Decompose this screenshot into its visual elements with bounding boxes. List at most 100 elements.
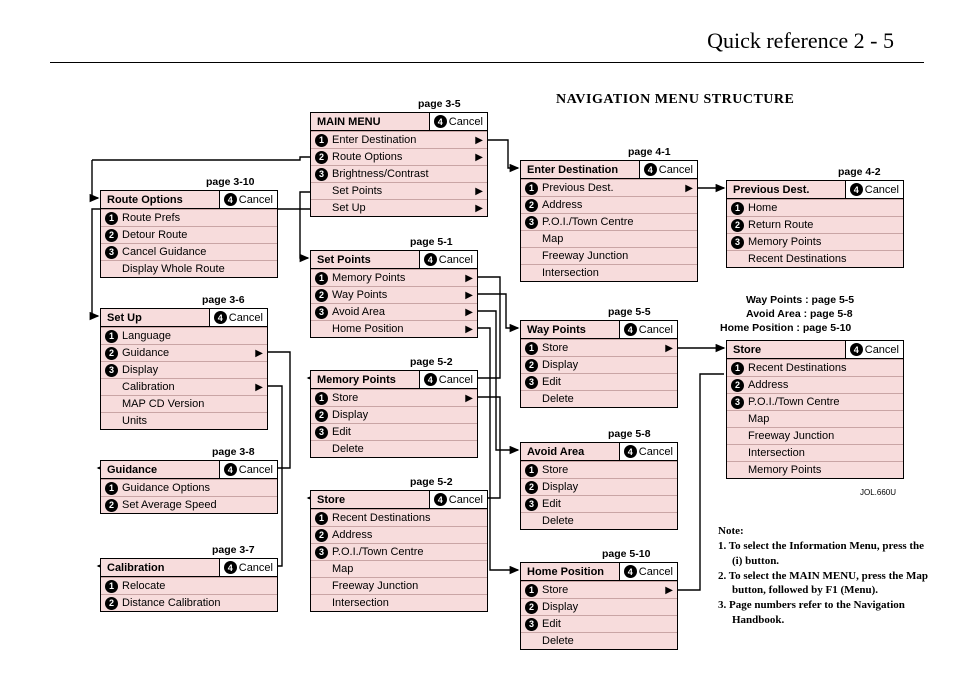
cancel-label: Cancel — [639, 446, 673, 458]
cancel-button[interactable]: 4Cancel — [429, 491, 487, 508]
menu-item[interactable]: Home Position▶ — [311, 320, 477, 337]
menu-item[interactable]: Units — [101, 412, 267, 429]
item-num-icon: 1 — [315, 272, 328, 285]
menu-item[interactable]: 1Store▶ — [521, 581, 677, 598]
item-label: P.O.I./Town Centre — [542, 216, 693, 228]
menu-item[interactable]: Display Whole Route — [101, 260, 277, 277]
menu-item[interactable]: Delete — [521, 390, 677, 407]
menu-item[interactable]: 3P.O.I./Town Centre — [521, 213, 697, 230]
menu-item[interactable]: 1Memory Points▶ — [311, 269, 477, 286]
cancel-button[interactable]: 4Cancel — [619, 563, 677, 580]
menu-item[interactable]: 3Display — [101, 361, 267, 378]
item-label: Intersection — [332, 597, 483, 609]
menu-item[interactable]: Calibration▶ — [101, 378, 267, 395]
page-ref-label: page 5-2 — [410, 356, 453, 368]
menu-item[interactable]: 3Edit — [311, 423, 477, 440]
cancel-label: Cancel — [639, 324, 673, 336]
menu-item[interactable]: 2Way Points▶ — [311, 286, 477, 303]
menu-item[interactable]: 1Store▶ — [521, 339, 677, 356]
menu-item[interactable]: Map — [311, 560, 487, 577]
menu-item[interactable]: 1Language — [101, 327, 267, 344]
menu-item[interactable]: 1Home — [727, 199, 903, 216]
menu-item[interactable]: 2Distance Calibration — [101, 594, 277, 611]
menu-item[interactable]: Delete — [521, 632, 677, 649]
item-num-icon — [315, 563, 328, 576]
menu-item[interactable]: 2Address — [311, 526, 487, 543]
item-num-icon: 1 — [315, 392, 328, 405]
menu-item[interactable]: 2Display — [521, 478, 677, 495]
menu-item[interactable]: 1Enter Destination▶ — [311, 131, 487, 148]
menu-item[interactable]: 2Guidance▶ — [101, 344, 267, 361]
menu-item[interactable]: Freeway Junction — [311, 577, 487, 594]
cancel-button[interactable]: 4Cancel — [845, 341, 903, 358]
cancel-button[interactable]: 4Cancel — [639, 161, 697, 178]
cancel-button[interactable]: 4Cancel — [219, 461, 277, 478]
cancel-button[interactable]: 4Cancel — [209, 309, 267, 326]
menu-item[interactable]: Set Points▶ — [311, 182, 487, 199]
menu-item[interactable]: 1Store▶ — [311, 389, 477, 406]
menu-item[interactable]: 3Memory Points — [727, 233, 903, 250]
menu-item[interactable]: 3Cancel Guidance — [101, 243, 277, 260]
menu-item[interactable]: 1Store — [521, 461, 677, 478]
menu-item[interactable]: 2Return Route — [727, 216, 903, 233]
cancel-button[interactable]: 4Cancel — [219, 191, 277, 208]
menu-item[interactable]: Freeway Junction — [521, 247, 697, 264]
item-label: Display — [542, 481, 673, 493]
cancel-button[interactable]: 4Cancel — [619, 321, 677, 338]
menu-item[interactable]: 2Display — [521, 598, 677, 615]
menu-item[interactable]: 1Route Prefs — [101, 209, 277, 226]
item-num-icon — [731, 464, 744, 477]
menu-item[interactable]: 2Address — [727, 376, 903, 393]
menu-item[interactable]: 1Relocate — [101, 577, 277, 594]
cancel-button[interactable]: 4Cancel — [845, 181, 903, 198]
menu-item[interactable]: 2Set Average Speed — [101, 496, 277, 513]
menu-item[interactable]: 2Route Options▶ — [311, 148, 487, 165]
menu-item[interactable]: Intersection — [727, 444, 903, 461]
item-label: Address — [748, 379, 899, 391]
menu-item[interactable]: 2Display — [311, 406, 477, 423]
menu-item[interactable]: 3P.O.I./Town Centre — [727, 393, 903, 410]
menu-item[interactable]: 1Guidance Options — [101, 479, 277, 496]
menu-item[interactable]: 1Previous Dest.▶ — [521, 179, 697, 196]
menu-item[interactable]: Recent Destinations — [727, 250, 903, 267]
menu-item[interactable]: Map — [521, 230, 697, 247]
menu-item[interactable]: 1Recent Destinations — [311, 509, 487, 526]
cancel-num-icon: 4 — [850, 343, 863, 356]
item-num-icon: 3 — [525, 498, 538, 511]
menu-title: Store — [727, 341, 845, 358]
menu-item[interactable]: 3Edit — [521, 615, 677, 632]
menu-item[interactable]: 3Edit — [521, 495, 677, 512]
item-label: Relocate — [122, 580, 273, 592]
cancel-button[interactable]: 4Cancel — [219, 559, 277, 576]
menu-item[interactable]: Map — [727, 410, 903, 427]
menu-item[interactable]: 2Address — [521, 196, 697, 213]
menu-item[interactable]: Intersection — [521, 264, 697, 281]
menu-item[interactable]: Freeway Junction — [727, 427, 903, 444]
item-label: Intersection — [748, 447, 899, 459]
menu-item[interactable]: MAP CD Version — [101, 395, 267, 412]
menu-item[interactable]: 3Edit — [521, 373, 677, 390]
menu-item[interactable]: 1Recent Destinations — [727, 359, 903, 376]
menu-item[interactable]: 3P.O.I./Town Centre — [311, 543, 487, 560]
item-label: Guidance Options — [122, 482, 273, 494]
cancel-num-icon: 4 — [424, 253, 437, 266]
menu-item[interactable]: Memory Points — [727, 461, 903, 478]
page-title: Quick reference 2 - 5 — [707, 28, 894, 54]
item-label: Store — [542, 464, 673, 476]
menu-item[interactable]: 2Display — [521, 356, 677, 373]
menu-item[interactable]: 3Avoid Area▶ — [311, 303, 477, 320]
item-label: Distance Calibration — [122, 597, 273, 609]
menu-item[interactable]: 3Brightness/Contrast — [311, 165, 487, 182]
cancel-button[interactable]: 4Cancel — [619, 443, 677, 460]
menu-item[interactable]: Set Up▶ — [311, 199, 487, 216]
cancel-button[interactable]: 4Cancel — [419, 371, 477, 388]
menu-item[interactable]: Delete — [521, 512, 677, 529]
item-label: Edit — [542, 376, 673, 388]
menu-item[interactable]: 2Detour Route — [101, 226, 277, 243]
menu-item[interactable]: Delete — [311, 440, 477, 457]
menu-item[interactable]: Intersection — [311, 594, 487, 611]
item-label: Detour Route — [122, 229, 273, 241]
cancel-button[interactable]: 4Cancel — [419, 251, 477, 268]
header-rule — [50, 62, 924, 63]
cancel-button[interactable]: 4Cancel — [429, 113, 487, 130]
